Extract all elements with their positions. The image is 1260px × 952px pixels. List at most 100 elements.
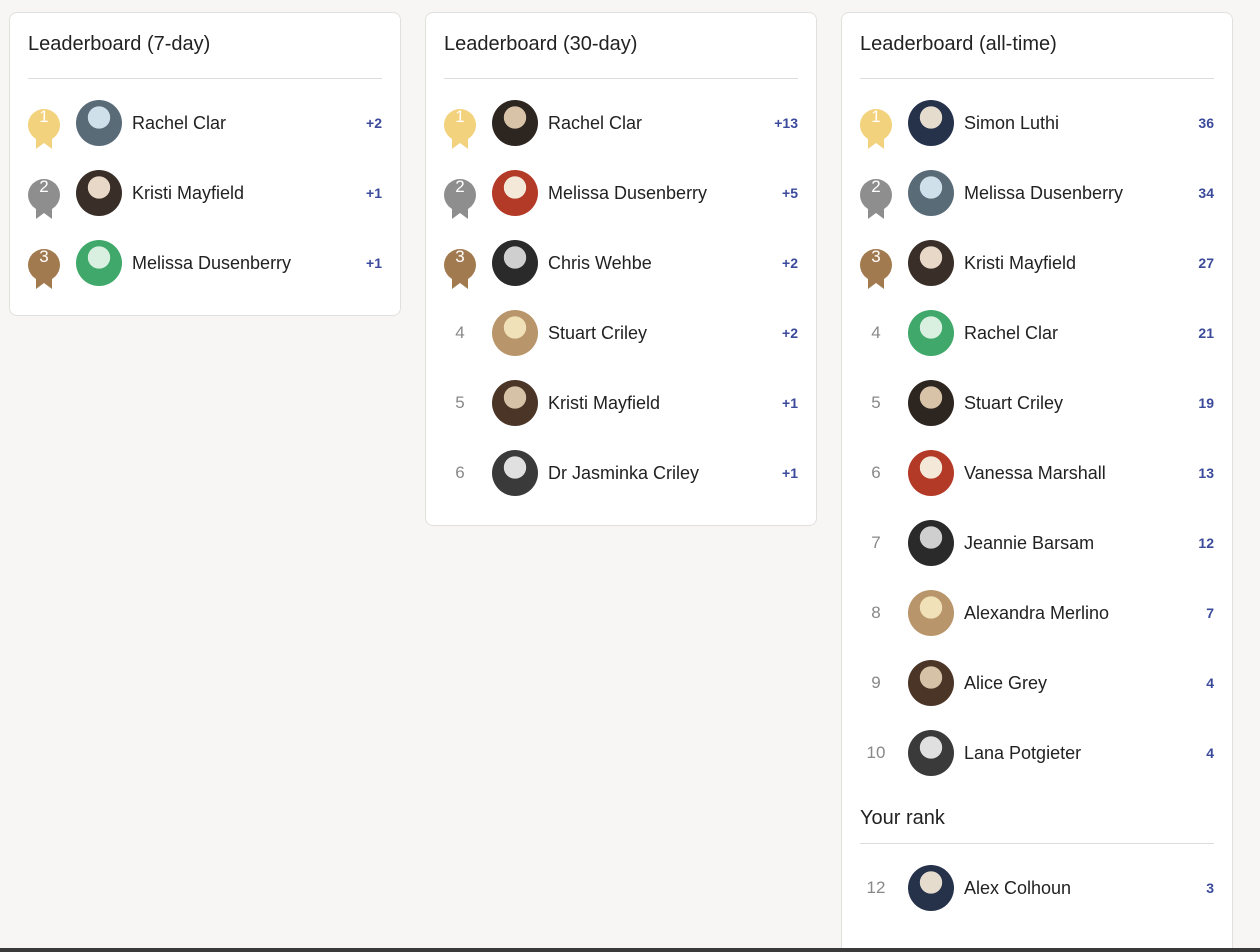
leaderboard-row[interactable]: 5 Stuart Criley 19 [842,373,1232,433]
leaderboard-row[interactable]: 5 Kristi Mayfield +1 [426,373,816,433]
medal [28,179,60,219]
user-name: Alexandra Merlino [964,603,1110,623]
user-name: Jeannie Barsam [964,533,1095,553]
score: +1 [366,185,382,201]
score: 7 [1206,605,1214,621]
leaderboard-row[interactable]: 4 Rachel Clar 21 [842,303,1232,363]
user-name: Kristi Mayfield [132,183,245,203]
avatar [908,590,954,636]
leaderboard-row[interactable]: 7 Jeannie Barsam 12 [842,513,1232,573]
score: 21 [1198,325,1214,341]
leaderboard-row[interactable]: 2 Melissa Dusenberry +5 [426,163,816,223]
user-name: Vanessa Marshall [964,463,1106,483]
score: +2 [366,115,382,131]
rank-number: 7 [871,533,881,552]
leaderboard-row[interactable]: 6 Dr Jasminka Criley +1 [426,443,816,503]
divider [860,843,1214,844]
leaderboard-row[interactable]: 3 Kristi Mayfield 27 [842,233,1232,293]
avatar [492,380,538,426]
card-title: Leaderboard (30-day) [444,33,638,55]
rank-number: 8 [871,603,881,622]
leaderboard-row[interactable]: 4 Stuart Criley +2 [426,303,816,363]
avatar [908,100,954,146]
score: +1 [782,395,798,411]
avatar [908,865,954,911]
user-name: Chris Wehbe [548,253,652,273]
your-rank-title: Your rank [860,807,945,829]
rank-number: 4 [871,323,881,342]
medal [444,249,476,289]
avatar [908,450,954,496]
user-name: Stuart Criley [964,393,1064,413]
leaderboard-row[interactable]: 2 Kristi Mayfield +1 [10,163,400,223]
avatar [492,100,538,146]
rank-number: 6 [871,463,881,482]
card-title: Leaderboard (7-day) [28,33,211,55]
score: 12 [1198,535,1214,551]
leaderboard-row[interactable]: 3 Chris Wehbe +2 [426,233,816,293]
rank-number: 2 [871,177,881,196]
divider [444,78,798,79]
score: 13 [1198,465,1214,481]
rank-number: 5 [871,393,881,412]
rank-number: 4 [455,323,465,342]
avatar [908,380,954,426]
score: 19 [1198,395,1214,411]
score: 4 [1206,675,1214,691]
user-name: Rachel Clar [548,113,643,133]
rank-number: 5 [455,393,465,412]
user-name: Alex Colhoun [964,878,1072,898]
rank-number: 3 [455,247,465,266]
medal [860,109,892,149]
avatar [908,170,954,216]
avatar [76,100,122,146]
score: +13 [774,115,798,131]
rank-number: 12 [866,878,886,897]
rank-number: 9 [871,673,881,692]
avatar [908,660,954,706]
rank-number: 1 [871,107,881,126]
rank-number: 6 [455,463,465,482]
user-name: Lana Potgieter [964,743,1082,763]
leaderboard-row[interactable]: 12 Alex Colhoun 3 [842,858,1232,918]
leaderboard-row[interactable]: 2 Melissa Dusenberry 34 [842,163,1232,223]
score: +2 [782,325,798,341]
score: +2 [782,255,798,271]
avatar [76,170,122,216]
leaderboard-row[interactable]: 1 Simon Luthi 36 [842,93,1232,153]
leaderboard-row[interactable]: 6 Vanessa Marshall 13 [842,443,1232,503]
medal [444,109,476,149]
leaderboard-row[interactable]: 3 Melissa Dusenberry +1 [10,233,400,293]
avatar [76,240,122,286]
score: 36 [1198,115,1214,131]
user-name: Rachel Clar [964,323,1059,343]
score: +5 [782,185,798,201]
score: +1 [782,465,798,481]
leaderboard-card: Leaderboard (7-day) 1 Rachel Clar +2 2 Kristi… [9,12,401,316]
user-name: Rachel Clar [132,113,227,133]
avatar [908,730,954,776]
user-name: Simon Luthi [964,113,1060,133]
user-name: Kristi Mayfield [964,253,1077,273]
rank-number: 2 [455,177,465,196]
score: 4 [1206,745,1214,761]
rank-number: 2 [39,177,49,196]
user-name: Melissa Dusenberry [964,183,1124,203]
medal [28,249,60,289]
user-name: Melissa Dusenberry [548,183,708,203]
avatar [492,450,538,496]
avatar [492,240,538,286]
medal [860,249,892,289]
medal [28,109,60,149]
leaderboard-row[interactable]: 9 Alice Grey 4 [842,653,1232,713]
bottom-bar [0,948,1260,952]
leaderboard-row[interactable]: 10 Lana Potgieter 4 [842,723,1232,783]
rank-number: 1 [455,107,465,126]
score: 27 [1198,255,1214,271]
leaderboard-row[interactable]: 1 Rachel Clar +13 [426,93,816,153]
card-title: Leaderboard (all-time) [860,33,1057,55]
leaderboard-row[interactable]: 1 Rachel Clar +2 [10,93,400,153]
rank-number: 10 [866,743,886,762]
leaderboard-row[interactable]: 8 Alexandra Merlino 7 [842,583,1232,643]
